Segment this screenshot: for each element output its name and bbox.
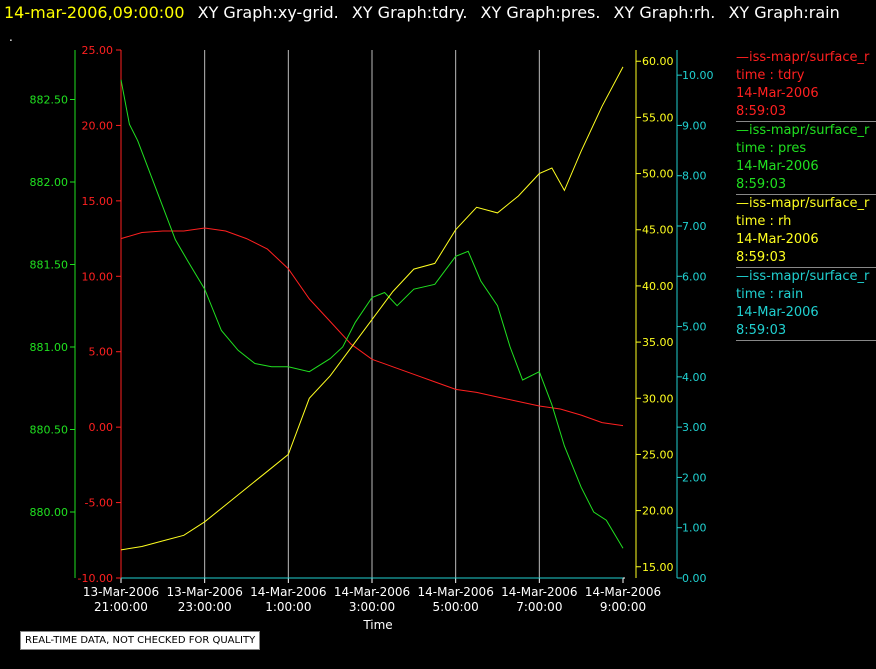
x-tick-label-date: 14-Mar-2006 — [334, 585, 410, 599]
pres-tick-label: 882.50 — [30, 94, 69, 107]
rain-tick-label: 1.00 — [682, 522, 707, 535]
rh-tick-label: 30.00 — [642, 392, 674, 405]
rain-tick-label: 10.00 — [682, 69, 714, 82]
rain-tick-label: 6.00 — [682, 270, 707, 283]
x-tick-label-date: 13-Mar-2006 — [166, 585, 242, 599]
rh-tick-label: 60.00 — [642, 55, 674, 68]
legend-time: 8:59:03 — [736, 250, 787, 265]
rain-tick-label: 3.00 — [682, 421, 707, 434]
legend-date: 14-Mar-2006 — [736, 305, 819, 320]
legend-variable: time : tdry — [736, 68, 805, 83]
legend-variable: time : rh — [736, 214, 792, 229]
tdry-tick-label: -5.00 — [85, 497, 113, 510]
rh-tick-label: 50.00 — [642, 168, 674, 181]
x-tick-label-date: 14-Mar-2006 — [501, 585, 577, 599]
rain-tick-label: 7.00 — [682, 220, 707, 233]
tdry-tick-label: -10.00 — [78, 572, 113, 585]
rain-tick-label: 8.00 — [682, 170, 707, 183]
legend-source: —iss-mapr/surface_r — [736, 50, 870, 65]
legend-item-tdry: —iss-mapr/surface_r time : tdry 14-Mar-2… — [736, 49, 876, 122]
legend-time: 8:59:03 — [736, 323, 787, 338]
rain-tick-label: 5.00 — [682, 321, 707, 334]
rain-tick-label: 0.00 — [682, 572, 707, 585]
rh-tick-label: 15.00 — [642, 561, 674, 574]
rh-tick-label: 35.00 — [642, 336, 674, 349]
rh-tick-label: 20.00 — [642, 505, 674, 518]
rain-tick-label: 2.00 — [682, 471, 707, 484]
tdry-tick-label: 15.00 — [82, 195, 114, 208]
x-axis-label: Time — [362, 618, 392, 632]
legend-source: —iss-mapr/surface_r — [736, 196, 870, 211]
rh-tick-label: 55.00 — [642, 111, 674, 124]
legend-item-pres: —iss-mapr/surface_r time : pres 14-Mar-2… — [736, 122, 876, 195]
x-tick-label-time: 9:00:00 — [600, 600, 646, 614]
legend-date: 14-Mar-2006 — [736, 86, 819, 101]
x-tick-label-date: 13-Mar-2006 — [83, 585, 159, 599]
graph-title-rain: XY Graph:rain — [728, 3, 840, 22]
series-line-pres — [120, 79, 624, 549]
x-tick-label-time: 5:00:00 — [433, 600, 479, 614]
status-dot: . — [9, 30, 13, 44]
legend-item-rh: —iss-mapr/surface_r time : rh 14-Mar-200… — [736, 195, 876, 268]
legend-item-rain: —iss-mapr/surface_r time : rain 14-Mar-2… — [736, 268, 876, 341]
series-line-tdry — [120, 227, 624, 427]
tdry-tick-label: 10.00 — [82, 270, 114, 283]
x-tick-label-date: 14-Mar-2006 — [417, 585, 493, 599]
legend-date: 14-Mar-2006 — [736, 159, 819, 174]
legend: —iss-mapr/surface_r time : tdry 14-Mar-2… — [736, 49, 876, 341]
pres-tick-label: 880.00 — [30, 506, 69, 519]
x-tick-label-time: 23:00:00 — [178, 600, 232, 614]
legend-variable: time : rain — [736, 287, 804, 302]
tdry-tick-label: 20.00 — [82, 119, 114, 132]
x-tick-label-time: 1:00:00 — [265, 600, 311, 614]
legend-date: 14-Mar-2006 — [736, 232, 819, 247]
quality-notice: REAL-TIME DATA, NOT CHECKED FOR QUALITY — [20, 631, 261, 650]
legend-time: 8:59:03 — [736, 177, 787, 192]
rain-tick-label: 9.00 — [682, 119, 707, 132]
pres-tick-label: 880.50 — [30, 424, 69, 437]
pres-tick-label: 881.50 — [30, 259, 69, 272]
graph-title-tdry: XY Graph:tdry. — [351, 3, 468, 22]
rh-tick-label: 25.00 — [642, 448, 674, 461]
x-tick-label-time: 7:00:00 — [516, 600, 562, 614]
timestamp: 14-mar-2006,09:00:00 — [4, 3, 185, 22]
tdry-tick-label: 0.00 — [89, 421, 114, 434]
legend-variable: time : pres — [736, 141, 807, 156]
tdry-tick-label: 5.00 — [89, 346, 114, 359]
x-tick-label-time: 3:00:00 — [349, 600, 395, 614]
pres-tick-label: 882.00 — [30, 176, 69, 189]
rain-tick-label: 4.00 — [682, 371, 707, 384]
title-bar: 14-mar-2006,09:00:00 XY Graph:xy-grid. X… — [0, 0, 876, 26]
graph-title-xy-grid: XY Graph:xy-grid. — [197, 3, 339, 22]
x-tick-label-date: 14-Mar-2006 — [585, 585, 661, 599]
legend-source: —iss-mapr/surface_r — [736, 269, 870, 284]
rh-tick-label: 40.00 — [642, 280, 674, 293]
graph-title-rh: XY Graph:rh. — [613, 3, 716, 22]
legend-time: 8:59:03 — [736, 104, 787, 119]
graph-title-pres: XY Graph:pres. — [480, 3, 601, 22]
legend-source: —iss-mapr/surface_r — [736, 123, 870, 138]
pres-tick-label: 881.00 — [30, 341, 69, 354]
rh-tick-label: 45.00 — [642, 224, 674, 237]
tdry-tick-label: 25.00 — [82, 44, 114, 57]
x-tick-label-time: 21:00:00 — [94, 600, 148, 614]
series-line-rh — [120, 66, 624, 551]
x-tick-label-date: 14-Mar-2006 — [250, 585, 326, 599]
